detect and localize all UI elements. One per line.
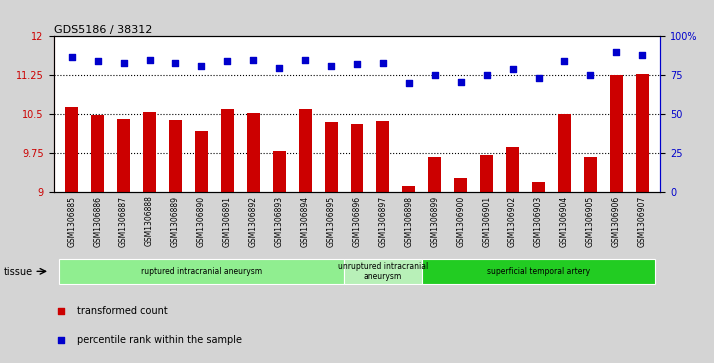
Bar [65, 106, 79, 192]
Bar [454, 178, 467, 192]
Text: GSM1306907: GSM1306907 [638, 196, 647, 247]
Point [533, 76, 544, 81]
Text: GSM1306903: GSM1306903 [534, 196, 543, 247]
Bar [344, 259, 422, 284]
Bar [422, 259, 655, 284]
Point [170, 60, 181, 66]
Point [196, 63, 207, 69]
Text: GSM1306897: GSM1306897 [378, 196, 388, 247]
Text: GSM1306893: GSM1306893 [275, 196, 283, 247]
Bar [59, 259, 344, 284]
Text: GSM1306902: GSM1306902 [508, 196, 517, 247]
Bar [558, 114, 571, 192]
Text: GSM1306901: GSM1306901 [482, 196, 491, 247]
Text: tissue: tissue [4, 266, 33, 277]
Bar [635, 74, 649, 192]
Text: unruptured intracranial
aneurysm: unruptured intracranial aneurysm [338, 262, 428, 281]
Point [144, 57, 155, 62]
Text: GSM1306896: GSM1306896 [353, 196, 361, 247]
Bar [351, 124, 363, 192]
Point [273, 65, 285, 70]
Text: GSM1306904: GSM1306904 [560, 196, 569, 247]
Point [455, 79, 466, 85]
Bar [195, 131, 208, 192]
Point [377, 60, 388, 66]
Text: GSM1306892: GSM1306892 [248, 196, 258, 246]
Bar [325, 122, 338, 192]
Point [559, 58, 570, 64]
Point [507, 66, 518, 72]
Point [248, 57, 259, 62]
Point [118, 60, 129, 66]
Bar [298, 109, 311, 192]
Point [585, 72, 596, 78]
Point [299, 57, 311, 62]
Point [92, 58, 104, 64]
Text: GSM1306887: GSM1306887 [119, 196, 128, 246]
Point [221, 58, 233, 64]
Bar [273, 151, 286, 192]
Bar [91, 115, 104, 192]
Text: GSM1306891: GSM1306891 [223, 196, 232, 246]
Bar [610, 75, 623, 192]
Bar [247, 113, 260, 192]
Point [481, 72, 493, 78]
Bar [428, 157, 441, 192]
Point [326, 63, 337, 69]
Bar [532, 182, 545, 192]
Text: percentile rank within the sample: percentile rank within the sample [77, 335, 242, 345]
Bar [584, 157, 597, 192]
Text: GSM1306886: GSM1306886 [93, 196, 102, 246]
Point [291, 113, 303, 118]
Text: GSM1306890: GSM1306890 [197, 196, 206, 247]
Text: transformed count: transformed count [77, 306, 168, 316]
Text: GSM1306888: GSM1306888 [145, 196, 154, 246]
Text: GSM1306899: GSM1306899 [431, 196, 439, 247]
Point [637, 52, 648, 58]
Point [610, 49, 622, 55]
Text: GSM1306900: GSM1306900 [456, 196, 466, 247]
Bar [403, 186, 416, 192]
Bar [143, 112, 156, 192]
Point [66, 54, 77, 60]
Bar [506, 147, 519, 192]
Text: GSM1306885: GSM1306885 [67, 196, 76, 246]
Point [429, 72, 441, 78]
Bar [117, 118, 130, 192]
Text: ruptured intracranial aneurysm: ruptured intracranial aneurysm [141, 267, 262, 276]
Text: GDS5186 / 38312: GDS5186 / 38312 [54, 25, 152, 36]
Text: GSM1306898: GSM1306898 [404, 196, 413, 246]
Bar [169, 119, 182, 192]
Bar [221, 109, 233, 192]
Text: GSM1306895: GSM1306895 [326, 196, 336, 247]
Bar [376, 121, 389, 192]
Text: GSM1306906: GSM1306906 [612, 196, 621, 247]
Bar [481, 155, 493, 192]
Point [351, 61, 363, 67]
Text: GSM1306889: GSM1306889 [171, 196, 180, 246]
Text: GSM1306905: GSM1306905 [586, 196, 595, 247]
Text: superficial temporal artery: superficial temporal artery [487, 267, 590, 276]
Text: GSM1306894: GSM1306894 [301, 196, 310, 247]
Point [403, 80, 415, 86]
